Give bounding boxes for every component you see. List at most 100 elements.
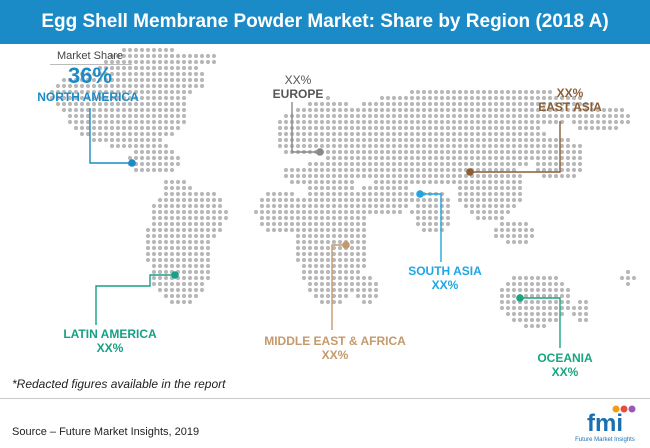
map-dot [451,95,457,101]
map-dot [463,161,469,167]
map-dot [457,143,463,149]
map-dot [307,245,313,251]
map-dot [175,71,181,77]
map-dot [487,149,493,155]
map-dot [337,101,343,107]
map-dot [373,131,379,137]
map-dot [151,221,157,227]
map-dot [319,185,325,191]
map-dot [295,173,301,179]
map-dot [133,71,139,77]
map-dot [109,77,115,83]
map-dot [565,293,571,299]
market-share-divider [50,64,132,65]
map-dot [271,191,277,197]
map-dot [451,155,457,161]
map-dot [511,275,517,281]
map-dot [403,101,409,107]
map-dot [343,137,349,143]
map-dot [481,167,487,173]
map-dot [157,59,163,65]
region-marker [342,241,350,249]
map-dot [499,233,505,239]
map-dot [631,275,637,281]
map-dot [181,287,187,293]
map-dot [337,251,343,257]
map-dot [379,197,385,203]
map-dot [319,293,325,299]
map-dot [505,95,511,101]
map-dot [541,155,547,161]
map-dot [301,245,307,251]
map-dot [277,191,283,197]
map-dot [493,113,499,119]
map-dot [121,131,127,137]
map-dot [505,107,511,113]
map-dot [529,107,535,113]
map-dot [433,107,439,113]
map-dot [385,155,391,161]
world-dot-map [49,47,637,348]
map-dot [325,131,331,137]
mea-label: MIDDLE EAST & AFRICA [264,334,406,348]
map-dot [301,239,307,245]
map-dot [91,77,97,83]
map-dot [157,89,163,95]
map-dot [343,221,349,227]
map-dot [349,125,355,131]
map-dot [625,275,631,281]
map-dot [475,131,481,137]
map-dot [337,155,343,161]
map-dot [169,233,175,239]
map-dot [337,131,343,137]
map-dot [361,209,367,215]
map-dot [553,299,559,305]
map-dot [79,83,85,89]
map-dot [325,191,331,197]
map-dot [355,221,361,227]
map-dot [433,173,439,179]
map-dot [547,305,553,311]
map-dot [343,287,349,293]
map-dot [295,131,301,137]
map-dot [331,113,337,119]
map-dot [337,197,343,203]
map-dot [319,107,325,113]
map-dot [529,227,535,233]
map-dot [445,95,451,101]
map-dot [439,131,445,137]
map-dot [493,167,499,173]
map-dot [469,197,475,203]
map-dot [331,215,337,221]
map-dot [163,143,169,149]
map-dot [103,101,109,107]
map-dot [565,167,571,173]
map-dot [529,275,535,281]
map-dot [163,257,169,263]
map-dot [571,95,577,101]
map-dot [481,125,487,131]
map-dot [151,269,157,275]
map-dot [325,251,331,257]
map-dot [397,131,403,137]
map-dot [169,155,175,161]
map-dot [493,89,499,95]
map-dot [487,125,493,131]
map-dot [181,221,187,227]
map-dot [565,143,571,149]
map-dot [193,251,199,257]
map-dot [133,65,139,71]
map-dot [361,113,367,119]
map-dot [139,107,145,113]
map-dot [67,83,73,89]
map-dot [295,245,301,251]
map-dot [505,239,511,245]
map-dot [421,107,427,113]
map-dot [139,131,145,137]
map-dot [331,149,337,155]
map-dot [523,275,529,281]
map-dot [277,197,283,203]
region-marker [416,190,424,198]
map-dot [175,209,181,215]
map-dot [319,113,325,119]
